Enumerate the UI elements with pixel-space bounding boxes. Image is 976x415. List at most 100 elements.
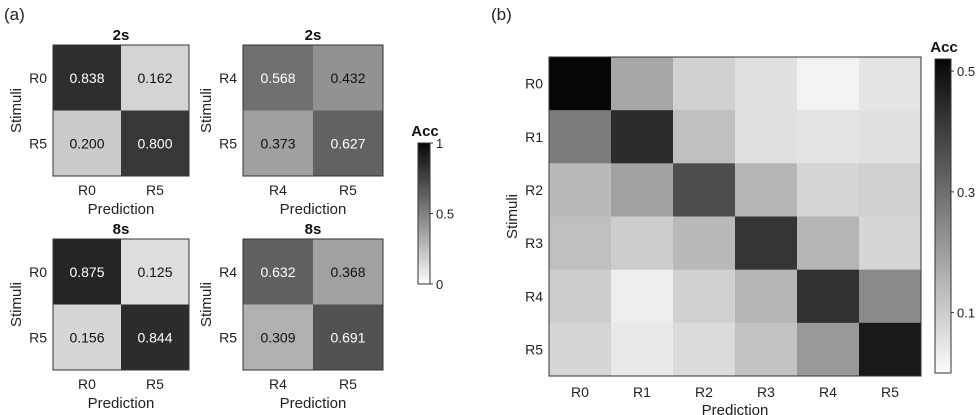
y-tick-label: R4 bbox=[219, 70, 237, 86]
heatmap-a-top-left: 0.838 0.162 0.200 0.800 R0 R5 R0 R5 Prediction St… bbox=[8, 27, 190, 218]
heatmap-a-top-right: 0.568 0.432 0.373 0.627 R4 R5 R4 R5 Prediction St… bbox=[198, 27, 384, 218]
panel-label-a: (a) bbox=[4, 5, 25, 24]
cell-value-label: 0.200 bbox=[69, 135, 104, 151]
heatmap-cell bbox=[549, 163, 612, 217]
colorbar-gradient bbox=[934, 58, 952, 374]
y-tick-label: R5 bbox=[525, 341, 543, 357]
heatmap-cell bbox=[549, 322, 612, 377]
cell-value-label: 0.838 bbox=[69, 70, 104, 86]
colorbar-tick-label: 0.3 bbox=[957, 185, 975, 200]
heatmap-cell bbox=[121, 45, 190, 111]
heatmap-cell bbox=[859, 163, 922, 217]
y-axis-label: Stimuli bbox=[504, 194, 521, 239]
heatmap-cell bbox=[797, 163, 860, 217]
heatmap-cell bbox=[797, 57, 860, 111]
colorbar-tick-label: 1 bbox=[436, 136, 443, 151]
panel-label-b: (b) bbox=[491, 5, 512, 24]
y-axis-label: Stimuli bbox=[198, 282, 215, 327]
x-tick-label: R5 bbox=[146, 376, 164, 392]
x-tick-label: R4 bbox=[269, 182, 287, 198]
cell-value-label: 0.632 bbox=[260, 264, 295, 280]
cell-value-label: 0.627 bbox=[330, 135, 365, 151]
heatmap-cell bbox=[859, 57, 922, 111]
x-tick-label: R0 bbox=[571, 384, 589, 400]
heatmap-cell bbox=[611, 269, 674, 324]
cell-value-label: 0.125 bbox=[137, 264, 172, 280]
colorbar-title: Acc bbox=[930, 39, 958, 56]
x-tick-label: R3 bbox=[757, 384, 775, 400]
heatmap-cell bbox=[735, 57, 798, 111]
heatmap-title: 8s bbox=[113, 221, 130, 238]
x-tick-label: R5 bbox=[146, 182, 164, 198]
colorbar-title: Acc bbox=[411, 123, 439, 140]
heatmap-cell bbox=[673, 110, 736, 164]
cell-value-label: 0.368 bbox=[330, 264, 365, 280]
cell-value-label: 0.844 bbox=[137, 329, 172, 345]
heatmap-frame bbox=[548, 56, 922, 377]
heatmap-cell bbox=[53, 239, 122, 305]
heatmap-cell bbox=[549, 57, 612, 111]
colorbar-tick-label: 0.5 bbox=[436, 207, 454, 222]
y-tick-label: R5 bbox=[29, 329, 47, 345]
x-tick-label: R2 bbox=[695, 384, 713, 400]
colorbar-tick-label: 0 bbox=[436, 277, 443, 292]
y-tick-label: R5 bbox=[219, 329, 237, 345]
x-tick-label: R1 bbox=[633, 384, 651, 400]
x-tick-label: R5 bbox=[339, 376, 357, 392]
colorbar-tick-label: 0.1 bbox=[957, 306, 975, 321]
cell-value-label: 0.162 bbox=[137, 70, 172, 86]
y-tick-label: R0 bbox=[29, 264, 47, 280]
cell-value-label: 0.568 bbox=[260, 70, 295, 86]
heatmap-a-bottom-left: 0.875 0.125 0.156 0.844 R0 R5 R0 R5 Prediction St… bbox=[8, 221, 190, 412]
y-tick-label: R5 bbox=[29, 135, 47, 151]
x-tick-label: R5 bbox=[881, 384, 899, 400]
heatmap-cell bbox=[797, 269, 860, 324]
y-axis-label: Stimuli bbox=[198, 88, 215, 133]
heatmap-frame bbox=[52, 238, 190, 371]
heatmap-title: 2s bbox=[305, 27, 322, 44]
heatmap-cell bbox=[549, 110, 612, 164]
heatmap-cell bbox=[797, 110, 860, 164]
heatmap-cell bbox=[611, 322, 674, 377]
heatmap-cell bbox=[313, 239, 384, 305]
x-tick-label: R0 bbox=[78, 182, 96, 198]
heatmap-cell bbox=[859, 322, 922, 377]
heatmap-cell bbox=[313, 110, 384, 177]
cell-value-label: 0.373 bbox=[260, 135, 295, 151]
cell-value-label: 0.875 bbox=[69, 264, 104, 280]
x-tick-label: R4 bbox=[819, 384, 837, 400]
heatmap-cell bbox=[735, 269, 798, 324]
heatmap-cell bbox=[121, 304, 190, 371]
x-axis-label: Prediction bbox=[702, 402, 769, 415]
colorbar-b: Acc 0.5 0.3 0.1 bbox=[930, 39, 975, 374]
heatmap-cell bbox=[611, 57, 674, 111]
colorbar-gradient bbox=[417, 142, 431, 285]
heatmap-cell bbox=[859, 216, 922, 270]
heatmap-cell bbox=[121, 239, 190, 305]
y-tick-label: R3 bbox=[525, 235, 543, 251]
heatmap-cell bbox=[243, 110, 314, 177]
heatmap-frame bbox=[242, 44, 384, 177]
y-tick-label: R0 bbox=[525, 76, 543, 92]
cell-value-label: 0.156 bbox=[69, 329, 104, 345]
y-tick-label: R1 bbox=[525, 129, 543, 145]
cell-value-label: 0.432 bbox=[330, 70, 365, 86]
x-axis-label: Prediction bbox=[280, 395, 347, 412]
heatmap-cell bbox=[673, 322, 736, 377]
y-axis-label: Stimuli bbox=[8, 88, 25, 133]
heatmap-cell bbox=[735, 110, 798, 164]
heatmap-cell bbox=[673, 163, 736, 217]
heatmap-cell bbox=[859, 110, 922, 164]
y-tick-label: R4 bbox=[219, 264, 237, 280]
heatmap-cell bbox=[673, 269, 736, 324]
x-tick-label: R0 bbox=[78, 376, 96, 392]
heatmap-cell bbox=[549, 216, 612, 270]
x-tick-label: R4 bbox=[269, 376, 287, 392]
heatmap-cell bbox=[121, 110, 190, 177]
heatmap-cell bbox=[735, 163, 798, 217]
x-tick-label: R5 bbox=[339, 182, 357, 198]
heatmap-cell bbox=[243, 304, 314, 371]
heatmap-cell bbox=[53, 304, 122, 371]
heatmap-cell bbox=[611, 163, 674, 217]
